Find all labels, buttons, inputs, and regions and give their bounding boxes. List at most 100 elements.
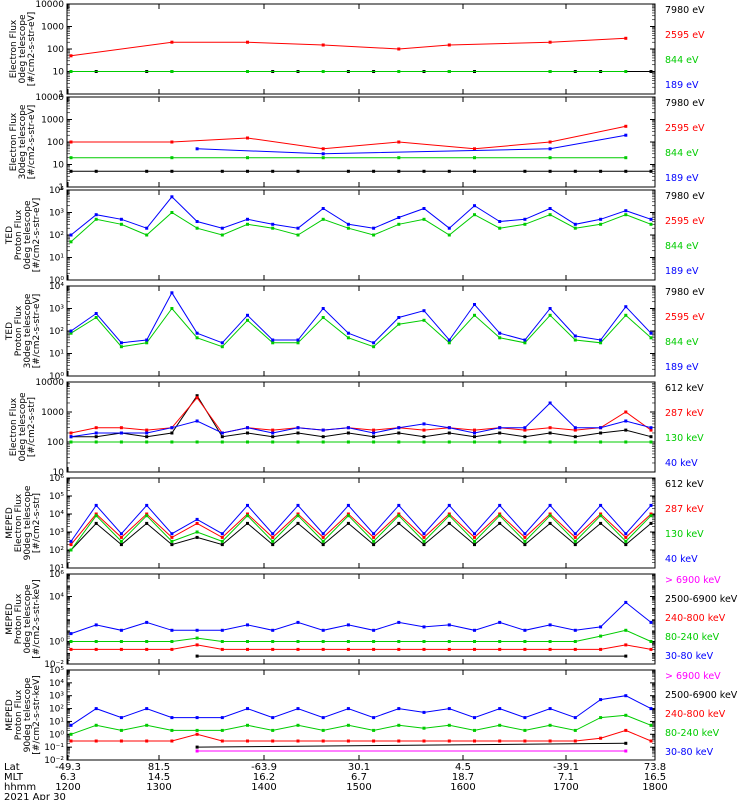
data-point [246, 521, 249, 525]
data-point [372, 345, 376, 349]
data-point [473, 428, 476, 432]
data-point [94, 503, 98, 507]
series-line [70, 291, 652, 344]
data-point [246, 156, 249, 160]
data-point [397, 521, 401, 525]
data-point [447, 623, 451, 627]
y-tick-label: 10³ [49, 305, 64, 315]
y-axis-label: MEPED [5, 603, 15, 635]
data-point [145, 512, 149, 516]
data-point [548, 431, 552, 435]
y-tick-label: 10² [49, 327, 64, 337]
data-point [649, 70, 653, 73]
data-point [422, 207, 426, 210]
series-line [70, 695, 652, 726]
data-point [195, 517, 199, 521]
data-point [69, 543, 73, 547]
data-point [220, 226, 224, 230]
data-point [145, 503, 149, 507]
data-point [422, 440, 426, 444]
data-point [624, 440, 628, 444]
data-point [473, 435, 476, 439]
data-point [573, 226, 577, 230]
x-value-lat: -63.9 [251, 762, 277, 773]
data-point [397, 222, 401, 226]
data-point [498, 514, 502, 518]
data-point [195, 331, 199, 335]
data-point [397, 140, 401, 144]
data-point [346, 640, 350, 643]
data-point [195, 521, 199, 525]
data-point [69, 140, 73, 144]
data-point [195, 745, 199, 749]
x-value-lat: -39.1 [553, 762, 579, 773]
data-point [321, 543, 325, 547]
data-point [94, 623, 98, 627]
y-tick-label: 10¹ [49, 717, 64, 727]
legend-label: 40 keV [665, 554, 698, 565]
data-point [170, 70, 174, 73]
x-value-hhmm: 1300 [146, 782, 171, 793]
data-point [548, 40, 552, 44]
data-point [473, 535, 476, 539]
data-point [69, 169, 73, 173]
data-point [145, 338, 149, 342]
y-tick-label: 10⁶ [49, 570, 64, 580]
data-point [94, 707, 98, 711]
y-tick-label: 10 [53, 468, 65, 478]
data-point [624, 410, 628, 414]
data-point [296, 521, 300, 525]
data-point [246, 222, 249, 226]
data-point [548, 707, 552, 711]
series-line [197, 134, 626, 155]
data-point [94, 426, 98, 430]
panel-4: 10⁰ 10¹ 10² 10³ 10⁴ TED Proton Flux 30deg teles… [5, 282, 705, 382]
data-point [447, 70, 451, 73]
data-point [119, 628, 123, 632]
data-point [246, 723, 249, 727]
data-point [599, 647, 603, 651]
x-value-lat: 4.5 [455, 762, 471, 773]
data-point [296, 338, 300, 342]
data-point [220, 341, 224, 345]
data-point [321, 716, 325, 720]
data-point [296, 226, 300, 230]
data-point [321, 532, 325, 536]
data-point [548, 147, 552, 151]
data-point [548, 512, 552, 516]
data-point [649, 512, 653, 516]
data-point [296, 640, 300, 643]
data-point [220, 739, 224, 743]
data-point [119, 739, 123, 743]
data-point [372, 233, 376, 237]
data-point [321, 316, 325, 319]
data-point [599, 512, 603, 516]
data-point [548, 514, 552, 518]
y-tick-label: 100 [47, 438, 64, 448]
y-axis-label: Proton Flux [14, 209, 24, 260]
data-point [372, 647, 376, 651]
data-point [145, 640, 149, 643]
data-point [649, 620, 653, 624]
series-line [70, 514, 652, 551]
data-point [573, 169, 577, 173]
data-point [523, 217, 527, 221]
data-point [170, 195, 174, 199]
data-point [473, 440, 476, 444]
data-point [523, 640, 527, 643]
panel-frame [66, 477, 656, 569]
data-point [447, 521, 451, 525]
data-point [624, 535, 628, 539]
series-line [70, 37, 626, 57]
y-tick-label: 10000 [35, 93, 64, 103]
data-point [624, 305, 628, 309]
data-point [473, 431, 476, 435]
data-point [69, 548, 73, 552]
y-axis-label: Electron Flux [14, 493, 24, 552]
data-point [321, 428, 325, 432]
data-point [447, 640, 451, 643]
data-point [321, 440, 325, 444]
data-point [296, 620, 300, 624]
data-point [523, 728, 527, 732]
data-point [69, 156, 73, 160]
